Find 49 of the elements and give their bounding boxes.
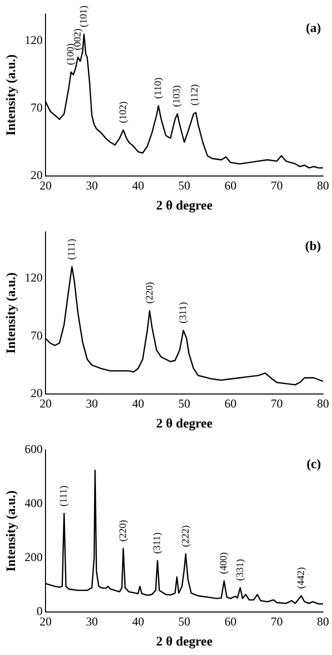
x-tick-label: 40 — [132, 396, 144, 410]
x-tick-label: 40 — [132, 614, 144, 628]
annotation: (311) — [152, 532, 164, 554]
x-axis-title: 2 θ degree — [156, 634, 213, 649]
y-tick-label: 120 — [24, 270, 43, 284]
x-tick-label: 50 — [178, 396, 190, 410]
y-tick-label: 400 — [24, 496, 43, 510]
annotation: (a) — [306, 20, 321, 35]
annotation: (112) — [190, 84, 201, 106]
annotation: (b) — [305, 238, 321, 253]
x-tick-label: 30 — [86, 178, 98, 192]
annotation: (c) — [306, 456, 321, 471]
x-tick-label: 50 — [178, 614, 190, 628]
y-tick-label: 70 — [30, 328, 43, 342]
annotation: (220) — [118, 520, 129, 542]
annotation: (222) — [180, 525, 192, 547]
annotation: (311) — [178, 302, 189, 324]
annotation: (220) — [144, 282, 156, 304]
annotation: (331) — [234, 559, 246, 581]
annotation: (103) — [172, 85, 183, 107]
x-tick-label: 30 — [86, 614, 98, 628]
annotation: (400) — [218, 552, 230, 574]
x-tick-label: 70 — [270, 614, 283, 628]
annotation: (101) — [78, 6, 90, 28]
y-axis-title: Intensity (a.u.) — [3, 490, 18, 572]
y-tick-label: 200 — [24, 550, 43, 564]
y-tick-label: 70 — [30, 100, 43, 115]
x-tick-label: 40 — [132, 178, 144, 192]
x-axis-title: 2 θ degree — [156, 198, 213, 213]
x-tick-label: 70 — [270, 396, 283, 410]
y-axis-title: Intensity (a.u.) — [3, 272, 18, 354]
annotation: (110) — [153, 78, 164, 99]
y-tick-label: 600 — [24, 442, 43, 456]
x-tick-label: 80 — [317, 614, 329, 628]
x-tick-label: 50 — [178, 178, 190, 192]
x-tick-label: 60 — [224, 396, 237, 410]
x-axis-title: 2 θ degree — [156, 416, 213, 431]
x-tick-label: 30 — [86, 396, 98, 410]
x-tick-label: 70 — [270, 178, 283, 192]
x-tick-label: 60 — [224, 178, 237, 192]
annotation: (111) — [58, 486, 70, 506]
annotation: (442) — [296, 567, 307, 589]
x-tick-label: 60 — [224, 614, 237, 628]
y-axis-title: Intensity (a.u.) — [3, 54, 18, 136]
annotation: (111) — [66, 238, 78, 260]
y-tick-label: 120 — [24, 33, 43, 48]
x-tick-label: 80 — [317, 178, 329, 192]
annotation: (102) — [118, 101, 129, 124]
x-tick-label: 80 — [317, 396, 329, 410]
